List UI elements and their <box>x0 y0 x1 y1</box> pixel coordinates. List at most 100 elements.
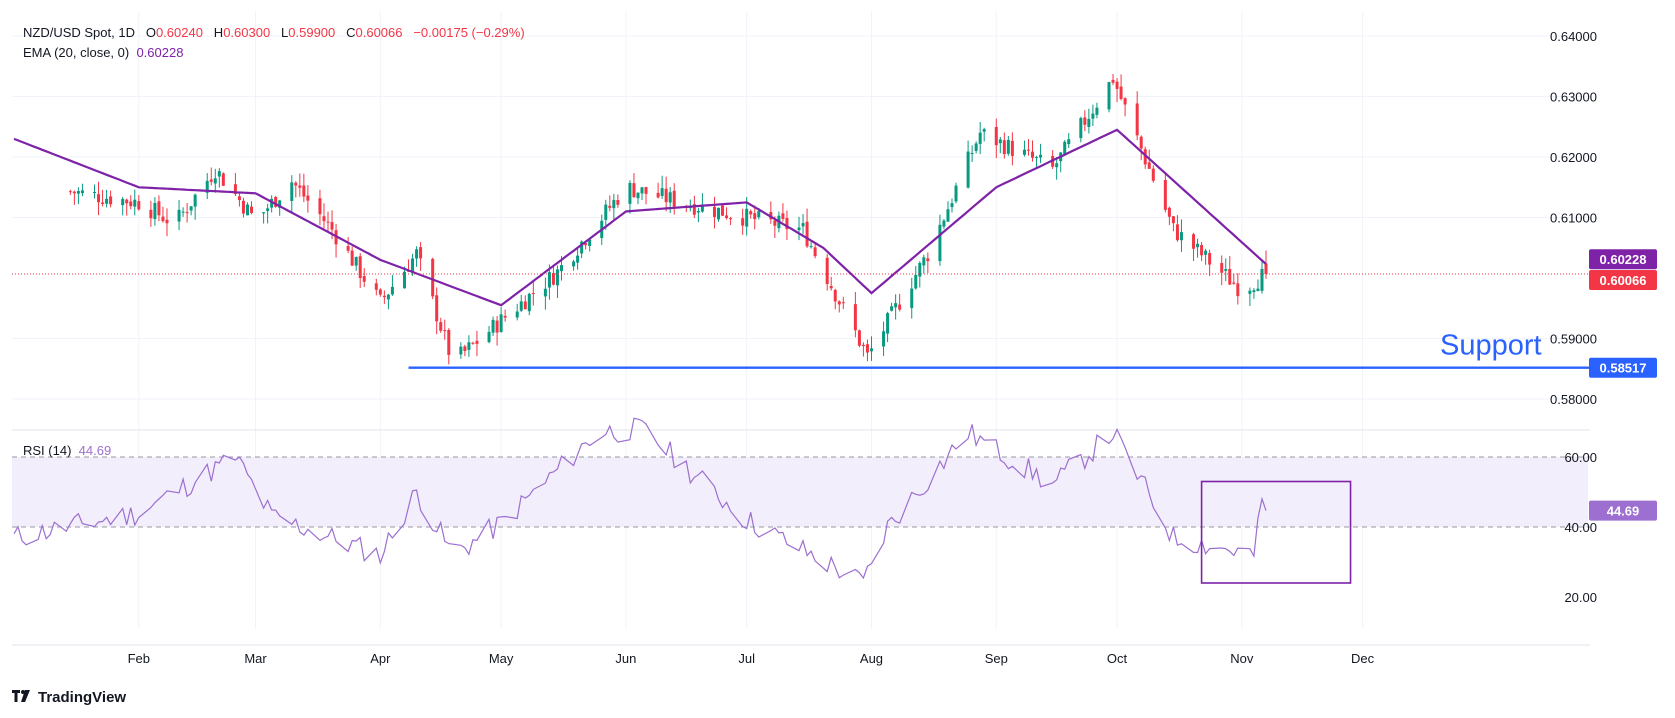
candle-up <box>1067 139 1071 145</box>
open-value: 0.60240 <box>155 25 203 40</box>
time-axis-label: Jul <box>738 651 755 666</box>
candle-up <box>205 180 209 193</box>
price-badge <box>1589 270 1657 291</box>
candle-up <box>1095 107 1099 115</box>
rsi-axis-label: 20.00 <box>1564 590 1597 605</box>
open-label: O <box>145 25 156 40</box>
price-axis-label: 0.58000 <box>1550 392 1597 407</box>
candle-up <box>745 208 749 227</box>
candle-down <box>712 206 716 217</box>
candle-down <box>1200 245 1204 256</box>
candle-up <box>918 263 922 277</box>
candle-up <box>882 331 886 347</box>
time-axis-label: May <box>489 651 514 666</box>
candle-down <box>1031 151 1035 158</box>
candle-down <box>749 211 753 215</box>
ema-label: EMA (20, close, 0) <box>23 45 130 60</box>
candle-up <box>1087 118 1091 127</box>
candle-down <box>68 191 72 193</box>
candle-down <box>692 204 696 215</box>
candle-down <box>1167 207 1171 217</box>
candle-up <box>974 143 978 151</box>
candle-up <box>636 192 640 199</box>
time-axis-label: Aug <box>860 651 883 666</box>
candle-down <box>447 329 451 355</box>
candle-up <box>970 152 974 154</box>
candle-up <box>886 313 890 334</box>
candle-down <box>137 201 141 210</box>
candle-up <box>262 212 266 214</box>
candle-down <box>298 185 302 188</box>
candle-up <box>278 200 282 208</box>
candle-down <box>439 322 443 331</box>
candle-up <box>572 261 576 267</box>
candle-up <box>133 199 137 207</box>
candle-up <box>459 346 463 355</box>
rsi-line <box>13 417 1267 580</box>
candle-up <box>181 211 185 213</box>
candle-down <box>161 216 165 222</box>
candle-down <box>165 219 169 224</box>
candle-down <box>435 295 439 322</box>
candle-up <box>966 151 970 188</box>
candle-up <box>245 204 249 216</box>
chart-background <box>12 12 1598 632</box>
high-label: H <box>213 25 224 40</box>
low-label: L <box>281 25 289 40</box>
candle-up <box>938 224 942 262</box>
candle-up <box>270 198 274 208</box>
candle-down <box>1115 81 1119 89</box>
candle-up <box>869 348 873 352</box>
candle-down <box>753 213 757 220</box>
candle-up <box>757 211 761 218</box>
ema-legend: EMA (20, close, 0) 0.60228 <box>23 45 183 61</box>
candle-up <box>1107 82 1111 110</box>
time-axis-label: Oct <box>1107 651 1128 666</box>
candle-up <box>797 227 801 231</box>
tradingview-branding[interactable]: TradingView <box>12 689 126 706</box>
candle-up <box>1196 243 1200 248</box>
candle-up <box>1179 232 1183 241</box>
candle-down <box>1026 149 1030 151</box>
price-axis-label: 0.64000 <box>1550 29 1597 44</box>
candle-down <box>209 179 213 182</box>
candle-down <box>346 246 350 251</box>
ema-line <box>13 128 1267 307</box>
candle-up <box>402 271 406 289</box>
candle-down <box>221 173 225 186</box>
candle-down <box>853 304 857 331</box>
candle-up <box>354 257 358 266</box>
time-axis-label: Nov <box>1230 651 1254 666</box>
candle-down <box>1111 79 1115 83</box>
rsi-value-badge <box>1589 500 1657 521</box>
candle-down <box>362 276 366 282</box>
candle-down <box>503 315 507 318</box>
candle-down <box>350 250 354 266</box>
candle-up <box>467 342 471 350</box>
candle-down <box>1123 98 1127 105</box>
candle-down <box>994 127 998 146</box>
candle-up <box>717 207 721 220</box>
candle-down <box>72 191 76 194</box>
candle-down <box>1083 117 1087 125</box>
candle-up <box>515 311 519 318</box>
candle-up <box>1256 288 1260 292</box>
price-axis-label: 0.63000 <box>1550 90 1597 105</box>
candle-down <box>1264 263 1268 275</box>
candle-down <box>97 194 101 203</box>
candle-up <box>576 255 580 263</box>
candle-up <box>954 185 958 202</box>
candle-up <box>386 294 390 300</box>
candle-down <box>374 283 378 290</box>
symbol-title: NZD/USD Spot, 1D <box>23 25 135 40</box>
candle-up <box>189 206 193 211</box>
candle-down <box>1171 216 1175 224</box>
candle-down <box>294 182 298 186</box>
candle-up <box>491 319 495 333</box>
candle-up <box>559 265 563 272</box>
rsi-highlight-box <box>1200 480 1352 584</box>
candle-down <box>306 195 310 201</box>
candle-down <box>302 185 306 197</box>
candle-up <box>153 202 157 220</box>
